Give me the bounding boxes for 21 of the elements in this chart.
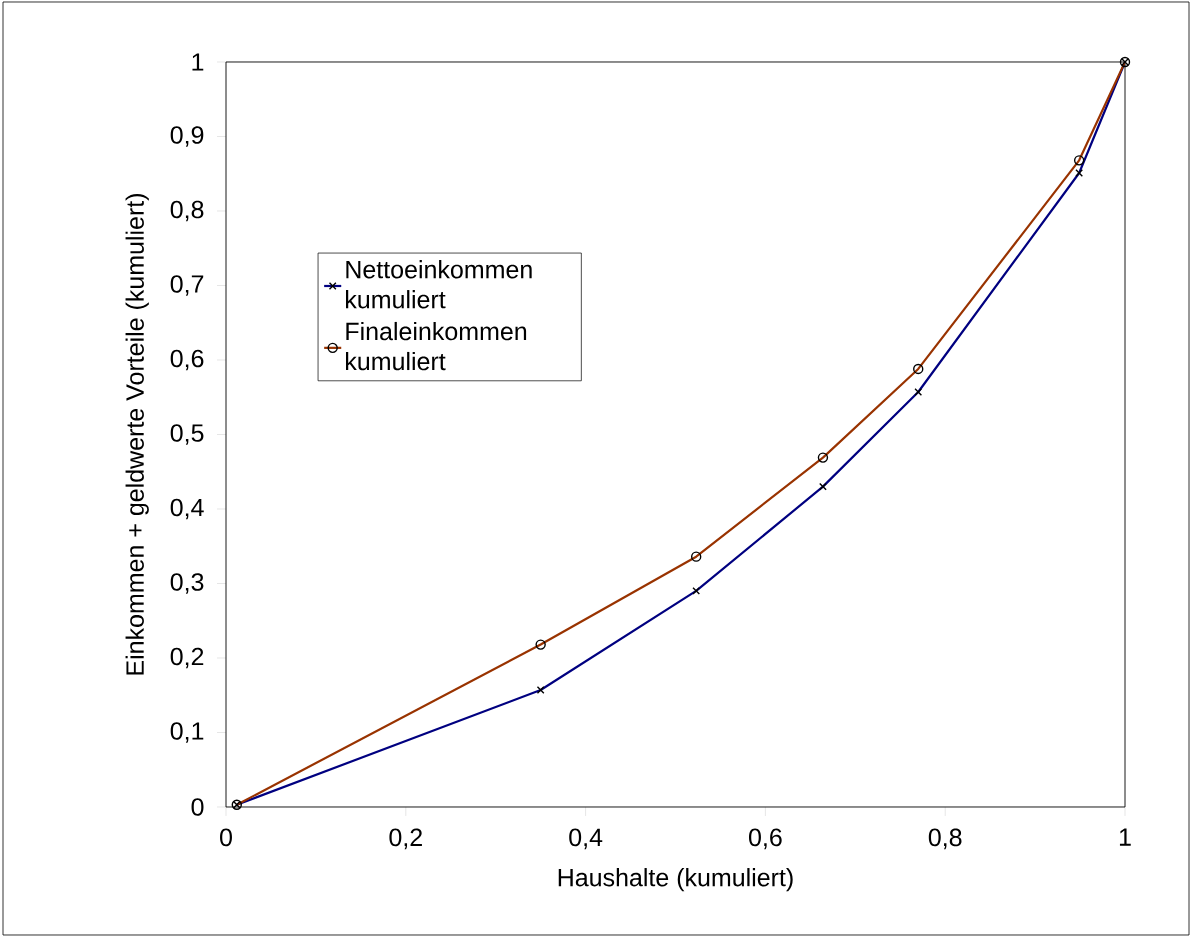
y-tick-label: 0,1 bbox=[170, 722, 204, 743]
y-tick-label: 0,7 bbox=[170, 275, 204, 296]
x-tick-label: 1 bbox=[1119, 828, 1131, 846]
legend-label: Finaleinkommen kumuliert bbox=[346, 321, 527, 371]
y-tick-label: 0,2 bbox=[170, 647, 204, 669]
y-tick-label: 0,9 bbox=[170, 126, 204, 147]
y-tick-label: 0,6 bbox=[170, 349, 204, 371]
y-axis-title: Einkommen + geldwerte Vorteile (kumuliert) bbox=[125, 194, 149, 675]
x-tick-label: 0,2 bbox=[389, 828, 422, 850]
legend-label: Nettoeinkommen kumuliert bbox=[346, 260, 532, 309]
x-tick-label: 0,4 bbox=[569, 828, 603, 850]
x-tick-label: 0,8 bbox=[928, 828, 962, 850]
x-tick-label: 0 bbox=[220, 828, 232, 847]
x-axis-title: Haushalte (kumuliert) bbox=[558, 868, 793, 892]
y-tick-label: 0,3 bbox=[170, 573, 204, 594]
y-tick-label: 0,8 bbox=[170, 200, 204, 222]
y-tick-label: 1 bbox=[192, 53, 204, 71]
y-tick-label: 0,5 bbox=[170, 424, 204, 445]
y-tick-label: 0,4 bbox=[170, 498, 204, 520]
x-tick-label: 0,6 bbox=[749, 828, 782, 850]
y-tick-label: 0 bbox=[191, 798, 204, 816]
